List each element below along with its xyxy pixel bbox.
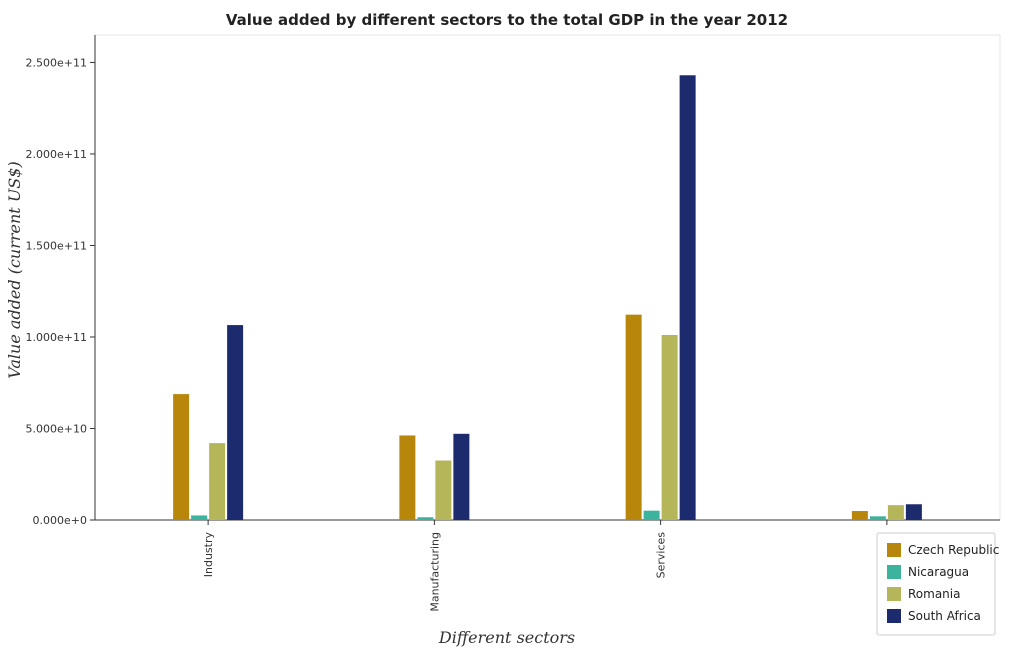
bar-czech-republic	[851, 511, 868, 520]
y-axis-label: Value added (current US$)	[5, 161, 24, 378]
legend-label: South Africa	[908, 609, 981, 623]
y-tick-label: 2.500e+11	[26, 56, 87, 69]
legend-label: Nicaragua	[908, 565, 969, 579]
x-tick-label: Industry	[202, 532, 215, 578]
bar-south-africa	[679, 75, 696, 520]
legend-label: Czech Republic	[908, 543, 999, 557]
legend: Czech Republic Nicaragua Romania South Afri…	[876, 532, 999, 636]
bar-south-africa	[453, 433, 470, 520]
bar-czech-republic	[173, 394, 190, 520]
y-tick-label: 1.500e+11	[26, 239, 87, 252]
bar-romania	[435, 460, 452, 520]
y-tick-label: 5.000e+10	[26, 422, 87, 435]
bar-south-africa	[227, 325, 244, 520]
bar-nicaragua	[191, 515, 208, 520]
x-axis-label: Different sectors	[438, 628, 575, 647]
bar-romania	[661, 334, 678, 520]
bar-czech-republic	[625, 314, 642, 520]
x-tick-label: Manufacturing	[428, 532, 441, 612]
bar-nicaragua	[869, 516, 886, 520]
bar-nicaragua	[643, 510, 660, 520]
legend-box	[876, 532, 996, 636]
chart-title: Value added by different sectors to the …	[226, 11, 788, 29]
bar-south-africa	[905, 504, 922, 520]
y-tick-label: 1.000e+11	[26, 331, 87, 344]
legend-swatch	[887, 543, 901, 557]
legend-swatch	[887, 565, 901, 579]
legend-swatch	[887, 609, 901, 623]
bar-romania	[887, 505, 904, 520]
bar-czech-republic	[399, 435, 416, 520]
axes: 0.000e+0 5.000e+10 1.000e+11 1.500e+11 2.000…	[26, 35, 1000, 612]
y-tick-label: 0.000e+0	[33, 514, 87, 527]
bars	[173, 75, 922, 520]
legend-swatch	[887, 587, 901, 601]
y-tick-label: 2.000e+11	[26, 148, 87, 161]
legend-label: Romania	[908, 587, 960, 601]
x-tick-label: Services	[655, 532, 668, 579]
bar-nicaragua	[417, 517, 434, 520]
bar-romania	[209, 443, 226, 520]
